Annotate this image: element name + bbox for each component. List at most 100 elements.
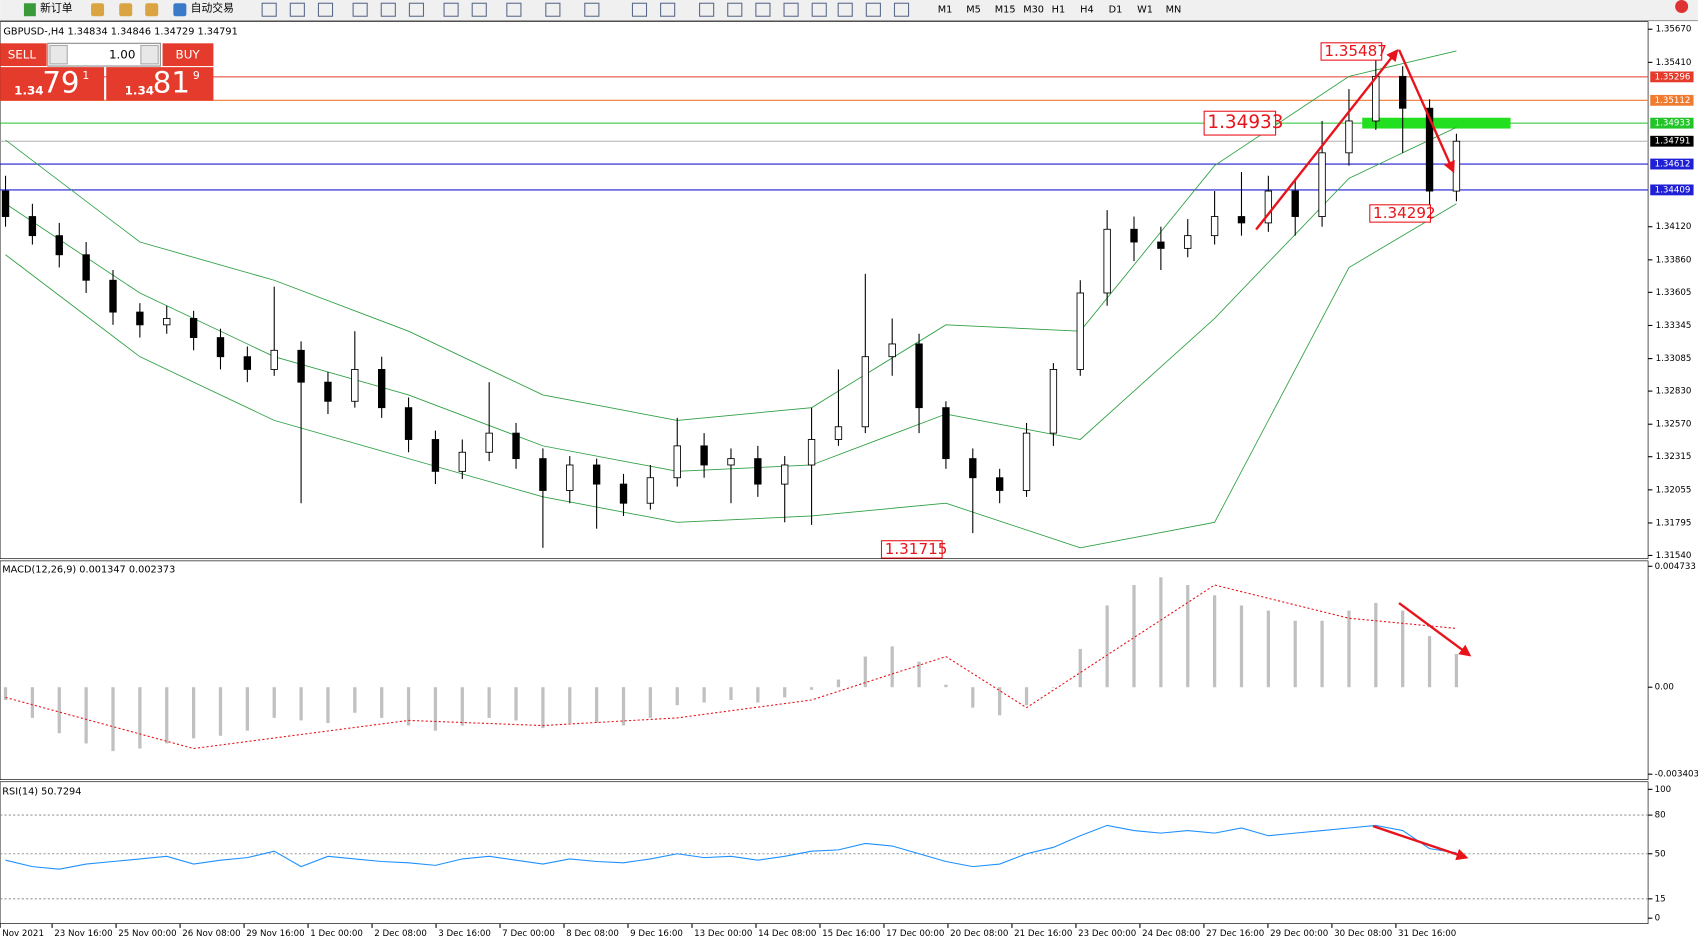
rsi-arrow [1372, 825, 1469, 861]
tool-icon[interactable] [408, 2, 425, 17]
macd-bar [783, 687, 787, 698]
macd-bar [1454, 654, 1459, 688]
price-level-label: 1.35296 [1655, 72, 1691, 82]
bid-pips: 79 [42, 65, 79, 99]
candle-body [888, 343, 896, 358]
auto-trading[interactable]: 自动交易 [191, 1, 234, 15]
bid-big: 1.34 [14, 83, 43, 97]
macd-bar [1320, 620, 1324, 688]
macd-bar [1239, 605, 1244, 688]
macd-bar [380, 687, 384, 718]
rsi-label: RSI(14) 50.7294 [2, 786, 81, 797]
candle-body [512, 432, 520, 460]
candle-body [1345, 120, 1353, 154]
tool-icon[interactable] [289, 2, 305, 17]
candle-body [1130, 228, 1138, 243]
tool-icon[interactable] [91, 3, 105, 17]
price-level-label: 1.35112 [1655, 96, 1691, 106]
tool-icon[interactable] [783, 2, 799, 17]
price-level-tag [1650, 184, 1694, 196]
tool-icon[interactable] [443, 2, 459, 17]
rsi-panel [0, 781, 1649, 924]
sell-button[interactable] [0, 43, 47, 67]
lot-up[interactable] [140, 44, 159, 65]
timeframe[interactable]: MN [1166, 5, 1182, 16]
macd-bar [191, 687, 196, 739]
x-tick-label: 9 Dec 16:00 [630, 929, 683, 939]
tool-icon[interactable] [631, 2, 648, 17]
y-tick-label: 1.32830 [1656, 387, 1692, 397]
tool-icon[interactable] [865, 2, 881, 17]
tool-icon[interactable] [893, 2, 910, 17]
candle-body [163, 318, 171, 326]
tool-icon[interactable] [119, 3, 133, 17]
candle-body [1425, 107, 1434, 192]
timeframe[interactable]: M30 [1023, 5, 1044, 16]
tool-icon[interactable] [352, 2, 368, 17]
new-order[interactable]: 新订单 [40, 1, 73, 15]
timeframe[interactable]: M1 [938, 5, 953, 16]
tool-icon[interactable] [471, 2, 487, 17]
candle-body [1157, 241, 1165, 249]
lot-value: 1.00 [109, 48, 136, 62]
candle-body [1184, 235, 1192, 249]
macd-bar [756, 687, 760, 703]
rsi-chart: 100 80 50 15 0 [0, 785, 1671, 924]
tool-icon[interactable] [317, 2, 334, 17]
macd-bar [1293, 620, 1297, 688]
price-level-label: 1.34409 [1655, 185, 1691, 195]
macd-bar [1186, 585, 1190, 688]
x-tick-label: 3 Dec 16:00 [438, 929, 491, 939]
tool-icon[interactable] [545, 2, 561, 17]
macd-bar [1024, 687, 1029, 706]
auto-trading-icon[interactable] [173, 3, 187, 17]
ask-pips: 81 [153, 65, 190, 99]
sell-label: SELL [8, 48, 37, 62]
candle-body [995, 477, 1004, 491]
x-tick-label: 21 Dec 16:00 [1014, 929, 1072, 939]
timeframe[interactable]: H4 [1080, 5, 1094, 16]
bid-box[interactable] [0, 67, 105, 101]
date-axis: Nov 2021 23 Nov 16:00 25 Nov 00:00 26 Nov 0… [0, 923, 1456, 939]
new-order-icon[interactable] [23, 3, 36, 17]
tool-icon[interactable] [506, 2, 522, 17]
macd-bar [1159, 577, 1163, 688]
price-annotation-box [1369, 204, 1431, 223]
candle-body [1318, 152, 1326, 217]
timeframe[interactable]: M15 [995, 5, 1016, 16]
y-tick-label: 15 [1655, 894, 1666, 904]
macd-arrow [1398, 602, 1472, 657]
x-tick-label: 7 Dec 00:00 [502, 929, 555, 939]
ask-box[interactable] [106, 67, 214, 101]
toolbar [0, 0, 1698, 21]
macd-bar [648, 687, 652, 718]
tool-icon[interactable] [727, 2, 743, 17]
timeframe[interactable]: D1 [1109, 5, 1123, 16]
tool-icon[interactable] [837, 2, 853, 17]
tool-icon[interactable] [755, 2, 771, 17]
candle-body [915, 343, 923, 409]
candle-body [1264, 190, 1273, 224]
price-annotation: 1.34933 [1207, 112, 1283, 133]
buy-button[interactable] [162, 43, 214, 67]
candle-body [378, 368, 386, 409]
tool-icon[interactable] [699, 2, 715, 17]
lot-field[interactable] [47, 42, 161, 67]
tool-icon[interactable] [660, 2, 676, 17]
tool-icon[interactable] [145, 3, 159, 17]
timeframe[interactable]: W1 [1137, 5, 1153, 16]
macd-bar [998, 687, 1002, 716]
candle-body [28, 216, 37, 237]
timeframe[interactable]: M5 [966, 5, 981, 16]
symbol-header: GBPUSD-,H4 1.34834 1.34846 1.34729 1.347… [3, 26, 237, 37]
timeframe[interactable]: H1 [1052, 5, 1066, 16]
candle-body [243, 356, 252, 370]
lot-down[interactable] [49, 44, 68, 65]
tool-icon[interactable] [261, 2, 277, 17]
tool-icon[interactable] [380, 2, 396, 17]
alert-badge[interactable] [1675, 0, 1689, 13]
tool-icon[interactable] [811, 2, 827, 17]
macd-bar [1132, 585, 1136, 688]
tool-icon[interactable] [584, 2, 600, 17]
